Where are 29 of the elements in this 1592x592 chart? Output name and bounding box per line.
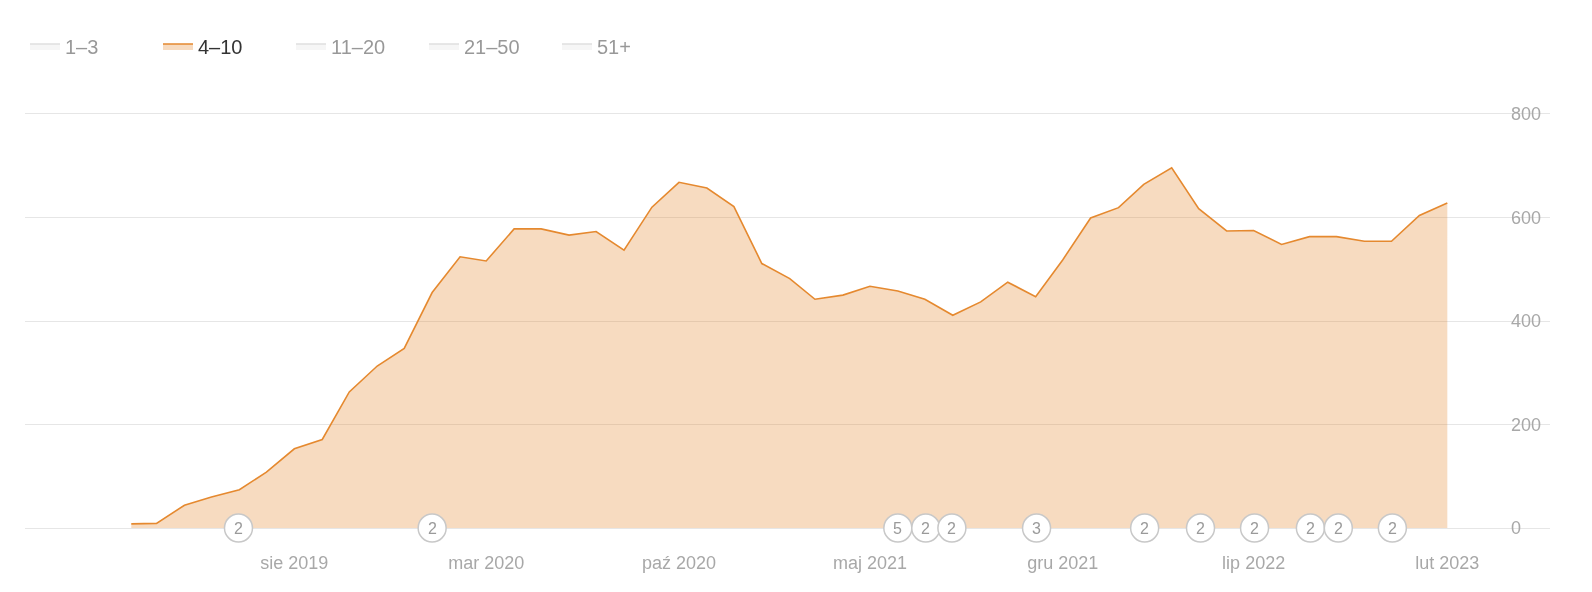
x-tick-label: mar 2020 (448, 552, 525, 573)
annotation: 2 (1334, 520, 1343, 537)
legend-label: 11–20 (331, 35, 386, 58)
annotation: 2 (428, 520, 437, 537)
x-tick-label: sie 2019 (260, 552, 329, 573)
annotation: 2 (1140, 520, 1149, 537)
legend-label: 21–50 (464, 35, 520, 58)
annotation: 2 (1196, 520, 1205, 537)
y-tick-label: 400 (1511, 311, 1542, 332)
annotation: 2 (1306, 520, 1315, 537)
y-tick-label: 200 (1511, 414, 1542, 435)
annotation: 3 (1032, 520, 1041, 537)
annotation: 5 (893, 520, 902, 537)
x-tick-label: paź 2020 (641, 552, 716, 573)
x-tick-label: gru 2021 (1027, 552, 1099, 573)
legend-label: 4–10 (198, 35, 243, 58)
x-tick-label: lut 2023 (1415, 552, 1480, 573)
x-tick-label: lip 2022 (1222, 552, 1286, 573)
annotation: 2 (921, 520, 930, 537)
y-tick-label: 0 (1511, 518, 1522, 539)
annotation: 2 (1250, 520, 1259, 537)
legend-label: 1–3 (65, 35, 99, 58)
annotation: 2 (947, 520, 956, 537)
x-tick-label: maj 2021 (832, 552, 907, 573)
legend-label: 51+ (597, 35, 631, 58)
y-tick-label: 800 (1511, 104, 1542, 125)
annotation: 2 (234, 520, 243, 537)
annotation: 2 (1388, 520, 1397, 537)
y-tick-label: 600 (1511, 207, 1542, 228)
